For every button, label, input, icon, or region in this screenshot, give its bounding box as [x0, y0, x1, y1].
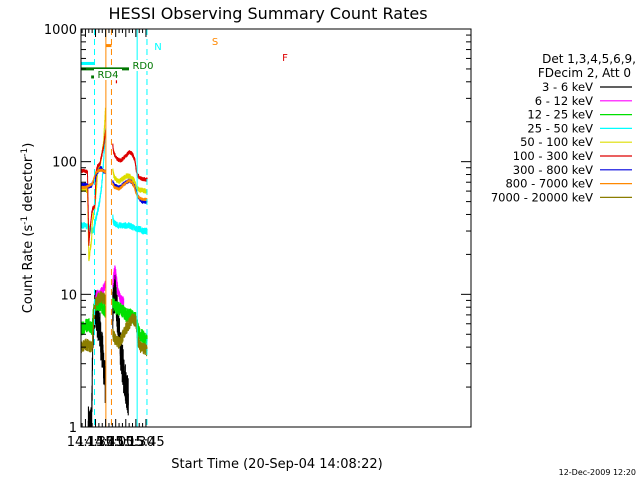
x-tick-label-15-45: 15:45: [127, 435, 164, 450]
flag-rd0-label: RD0: [132, 61, 153, 72]
flag-n-label: N: [154, 42, 161, 53]
flag-rd4-label: RD4: [97, 70, 118, 81]
y-axis-ticks: 1 10 100 1000: [44, 23, 471, 436]
series-3-6-kev-segment-2: [112, 271, 129, 416]
chart-title: HESSI Observing Summary Count Rates: [108, 4, 427, 23]
time-markers: [94, 29, 148, 427]
flag-f-label: F: [282, 53, 288, 64]
y-tick-label-100: 100: [52, 156, 77, 171]
x-tick-label-14-30: 14:30: [77, 435, 114, 450]
series-800-7000-kev-segment-1: [80, 168, 106, 189]
legend-label-100-300-kev: 100 - 300 keV: [513, 149, 593, 163]
x-tick-label-15-30: 15:30: [117, 435, 154, 450]
legend-label-300-800-kev: 300 - 800 keV: [513, 163, 593, 177]
series-100-300-kev-segment-1: [80, 130, 106, 246]
x-tick-label-15-00: 15:00: [97, 435, 134, 450]
flag-rd4-label-bg: [94, 69, 122, 80]
series-6-12-kev-segment-2: [112, 265, 125, 306]
y-tick-label-1000: 1000: [44, 23, 77, 38]
series-800-7000-kev-segment-2: [112, 179, 148, 201]
x-tick-label-14-45: 14:45: [87, 435, 124, 450]
series-7000-20000-kev-segment-2: [112, 313, 148, 357]
legend-label-7000-20000-kev: 7000 - 20000 keV: [491, 190, 593, 204]
series-25-50-kev-segment-1: [80, 128, 106, 234]
series-100-300-kev-segment-2: [112, 143, 148, 182]
legend-label-6-12-kev: 6 - 12 keV: [535, 94, 593, 108]
legend-label-50-100-kev: 50 - 100 keV: [520, 135, 593, 149]
legend: Det 1,3,4,5,6,9, FDecim 2, Att 0 3 - 6 k…: [491, 52, 636, 204]
plot-lines: [80, 107, 148, 428]
legend-label-3-6-kev: 3 - 6 keV: [542, 80, 593, 94]
y-tick-label-1: 1: [69, 421, 77, 436]
plot-frame: [80, 28, 472, 428]
series-7000-20000-kev-segment-1: [80, 291, 106, 354]
series-50-100-kev-segment-2: [112, 168, 148, 194]
legend-header-line-2: FDecim 2, Att 0: [538, 66, 631, 80]
flag-rd0-label-bg: [129, 60, 157, 71]
x-axis-label: Start Time (20-Sep-04 14:08:22): [171, 457, 382, 472]
flag-s-label: S: [212, 37, 218, 48]
x-tick-label-15-15: 15:15: [107, 435, 144, 450]
legend-label-12-25-kev: 12 - 25 keV: [527, 108, 593, 122]
footer-date: 12-Dec-2009 12:20: [559, 468, 636, 477]
y-axis-label: Count Rate (s-1 detector-1): [20, 143, 36, 314]
x-tick-label-14-15: 14:15: [67, 435, 104, 450]
legend-header-line-1: Det 1,3,4,5,6,9,: [542, 52, 636, 66]
series-25-50-kev-segment-2: [112, 214, 148, 235]
legend-label-800-7000-kev: 800 - 7000 keV: [505, 177, 593, 191]
legend-label-25-50-kev: 25 - 50 keV: [527, 121, 593, 135]
y-tick-label-10: 10: [60, 288, 77, 303]
